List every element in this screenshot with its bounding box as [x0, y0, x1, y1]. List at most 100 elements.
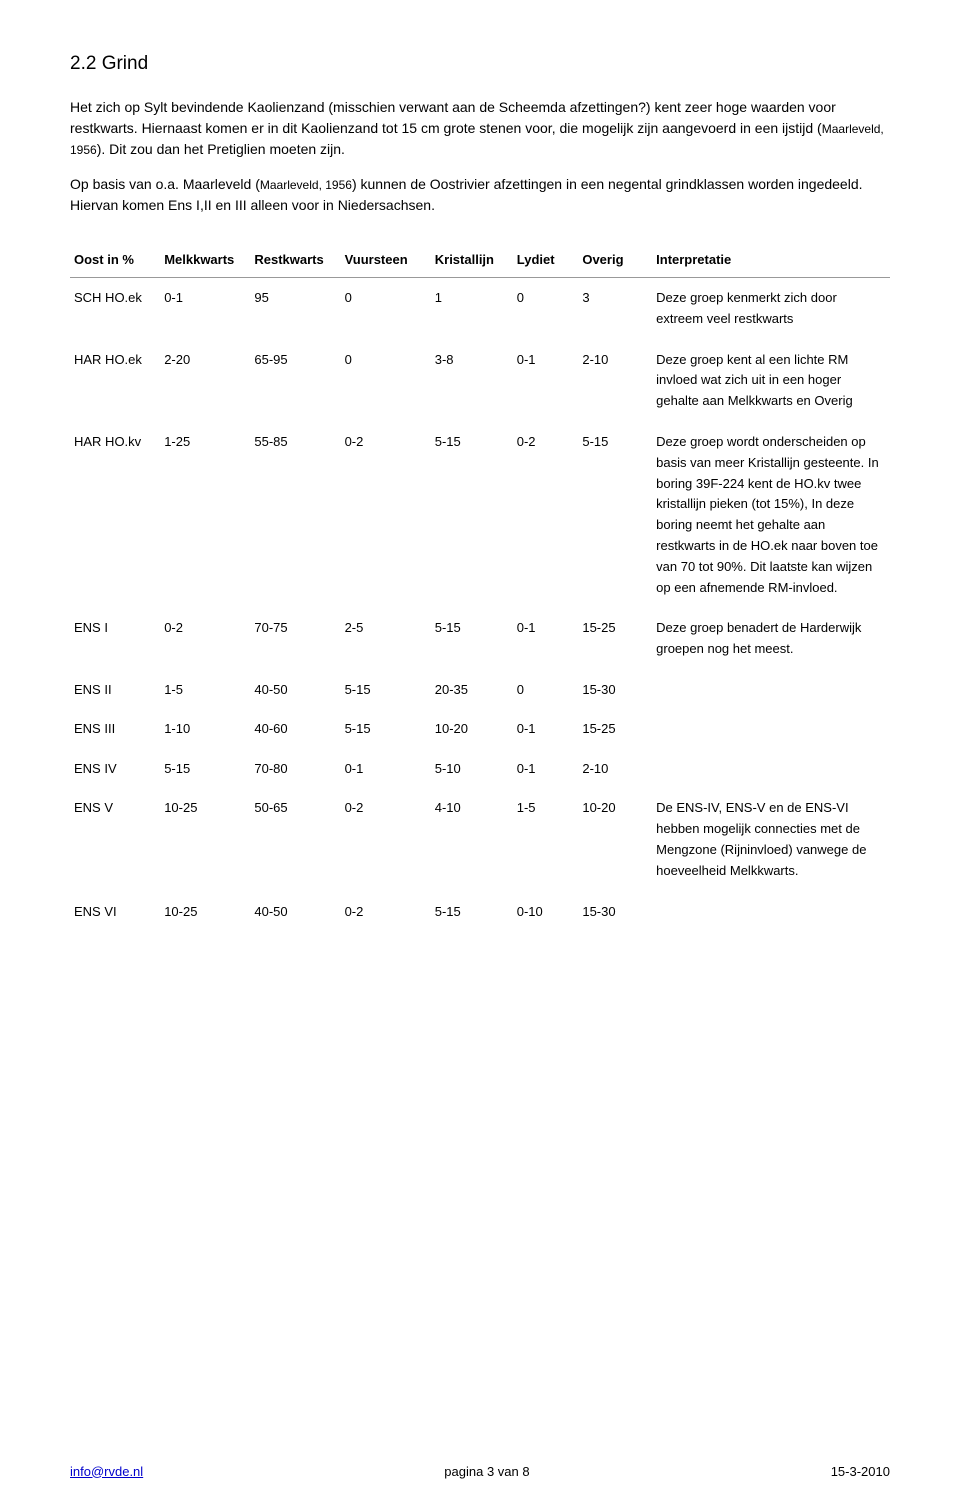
- table-row: ENS VI10-2540-500-25-150-1015-30: [70, 892, 890, 932]
- row-label: HAR HO.ek: [70, 340, 160, 422]
- para-text: ). Dit zou dan het Pretiglien moeten zij…: [97, 141, 345, 157]
- para-text: Het zich op Sylt bevindende Kaolienzand …: [70, 99, 836, 136]
- cell-value: 2-5: [341, 608, 431, 670]
- cell-value: 1-5: [513, 788, 579, 891]
- col-header-vuursteen: Vuursteen: [341, 244, 431, 278]
- table-row: ENS I0-270-752-55-150-115-25Deze groep b…: [70, 608, 890, 670]
- citation-year: 1956: [70, 143, 97, 157]
- cell-value: 50-65: [250, 788, 340, 891]
- cell-value: 70-80: [250, 749, 340, 789]
- cell-interpretation: Deze groep kent al een lichte RM invloed…: [652, 340, 890, 422]
- cell-interpretation: [652, 670, 890, 710]
- section-heading: 2.2 Grind: [70, 50, 890, 79]
- footer-date: 15-3-2010: [831, 1462, 890, 1482]
- table-row: HAR HO.kv1-2555-850-25-150-25-15Deze gro…: [70, 422, 890, 608]
- cell-value: 0-1: [513, 340, 579, 422]
- cell-interpretation: Deze groep kenmerkt zich door extreem ve…: [652, 278, 890, 340]
- cell-value: 5-15: [341, 709, 431, 749]
- row-label: ENS VI: [70, 892, 160, 932]
- cell-value: 1-25: [160, 422, 250, 608]
- col-header-restkwarts: Restkwarts: [250, 244, 340, 278]
- cell-value: 15-25: [578, 608, 652, 670]
- cell-value: 0-1: [341, 749, 431, 789]
- cell-value: 0-2: [513, 422, 579, 608]
- cell-interpretation: Deze groep benadert de Harderwijk groepe…: [652, 608, 890, 670]
- cell-value: 0: [341, 340, 431, 422]
- cell-value: 5-15: [578, 422, 652, 608]
- para-text: Op basis van o.a. Maarleveld (: [70, 176, 260, 192]
- col-header-interpretatie: Interpretatie: [652, 244, 890, 278]
- cell-value: 3-8: [431, 340, 513, 422]
- cell-value: 0-2: [341, 788, 431, 891]
- cell-value: 0-1: [513, 608, 579, 670]
- col-header-lydiet: Lydiet: [513, 244, 579, 278]
- row-label: ENS V: [70, 788, 160, 891]
- cell-value: 0-1: [513, 749, 579, 789]
- cell-value: 0-10: [513, 892, 579, 932]
- cell-interpretation: [652, 749, 890, 789]
- cell-value: 5-15: [160, 749, 250, 789]
- cell-value: 0: [513, 278, 579, 340]
- table-row: ENS IV5-1570-800-15-100-12-10: [70, 749, 890, 789]
- footer-page-number: pagina 3 van 8: [444, 1462, 529, 1482]
- cell-value: 70-75: [250, 608, 340, 670]
- cell-value: 15-30: [578, 892, 652, 932]
- table-row: SCH HO.ek0-1950103Deze groep kenmerkt zi…: [70, 278, 890, 340]
- cell-value: 0-1: [513, 709, 579, 749]
- row-label: SCH HO.ek: [70, 278, 160, 340]
- cell-value: 10-25: [160, 788, 250, 891]
- citation-year: 1956: [325, 178, 352, 192]
- cell-value: 2-10: [578, 340, 652, 422]
- cell-value: 4-10: [431, 788, 513, 891]
- intro-paragraph-1: Het zich op Sylt bevindende Kaolienzand …: [70, 97, 890, 160]
- col-header-overig: Overig: [578, 244, 652, 278]
- cell-value: 15-30: [578, 670, 652, 710]
- table-row: ENS II1-540-505-1520-35015-30: [70, 670, 890, 710]
- table-row: ENS V10-2550-650-24-101-510-20De ENS-IV,…: [70, 788, 890, 891]
- cell-value: 65-95: [250, 340, 340, 422]
- cell-value: 5-15: [431, 422, 513, 608]
- data-table-container: Oost in % Melkkwarts Restkwarts Vuurstee…: [70, 244, 890, 932]
- cell-interpretation: [652, 709, 890, 749]
- cell-value: 2-20: [160, 340, 250, 422]
- cell-value: 0-2: [160, 608, 250, 670]
- cell-value: 5-15: [431, 608, 513, 670]
- cell-value: 3: [578, 278, 652, 340]
- col-header-oost: Oost in %: [70, 244, 160, 278]
- cell-value: 10-20: [578, 788, 652, 891]
- page-footer: info@rvde.nl pagina 3 van 8 15-3-2010: [70, 1462, 890, 1482]
- row-label: ENS I: [70, 608, 160, 670]
- cell-value: 5-15: [341, 670, 431, 710]
- row-label: HAR HO.kv: [70, 422, 160, 608]
- table-header-row: Oost in % Melkkwarts Restkwarts Vuurstee…: [70, 244, 890, 278]
- grind-table: Oost in % Melkkwarts Restkwarts Vuurstee…: [70, 244, 890, 932]
- cell-interpretation: [652, 892, 890, 932]
- cell-value: 40-50: [250, 892, 340, 932]
- row-label: ENS II: [70, 670, 160, 710]
- table-row: ENS III1-1040-605-1510-200-115-25: [70, 709, 890, 749]
- cell-value: 0: [513, 670, 579, 710]
- intro-paragraph-2: Op basis van o.a. Maarleveld (Maarleveld…: [70, 174, 890, 216]
- cell-value: 2-10: [578, 749, 652, 789]
- col-header-melkkwarts: Melkkwarts: [160, 244, 250, 278]
- cell-value: 40-60: [250, 709, 340, 749]
- cell-value: 10-25: [160, 892, 250, 932]
- citation-ref: Maarleveld,: [260, 178, 325, 192]
- cell-value: 0-2: [341, 892, 431, 932]
- cell-value: 0-1: [160, 278, 250, 340]
- cell-value: 1-10: [160, 709, 250, 749]
- cell-value: 1-5: [160, 670, 250, 710]
- cell-interpretation: De ENS-IV, ENS-V en de ENS-VI hebben mog…: [652, 788, 890, 891]
- cell-value: 0-2: [341, 422, 431, 608]
- col-header-kristallijn: Kristallijn: [431, 244, 513, 278]
- cell-value: 15-25: [578, 709, 652, 749]
- cell-value: 20-35: [431, 670, 513, 710]
- cell-value: 95: [250, 278, 340, 340]
- cell-value: 1: [431, 278, 513, 340]
- cell-value: 10-20: [431, 709, 513, 749]
- cell-value: 40-50: [250, 670, 340, 710]
- footer-email[interactable]: info@rvde.nl: [70, 1462, 143, 1482]
- row-label: ENS IV: [70, 749, 160, 789]
- citation-ref: Maarleveld,: [822, 122, 884, 136]
- cell-value: 5-15: [431, 892, 513, 932]
